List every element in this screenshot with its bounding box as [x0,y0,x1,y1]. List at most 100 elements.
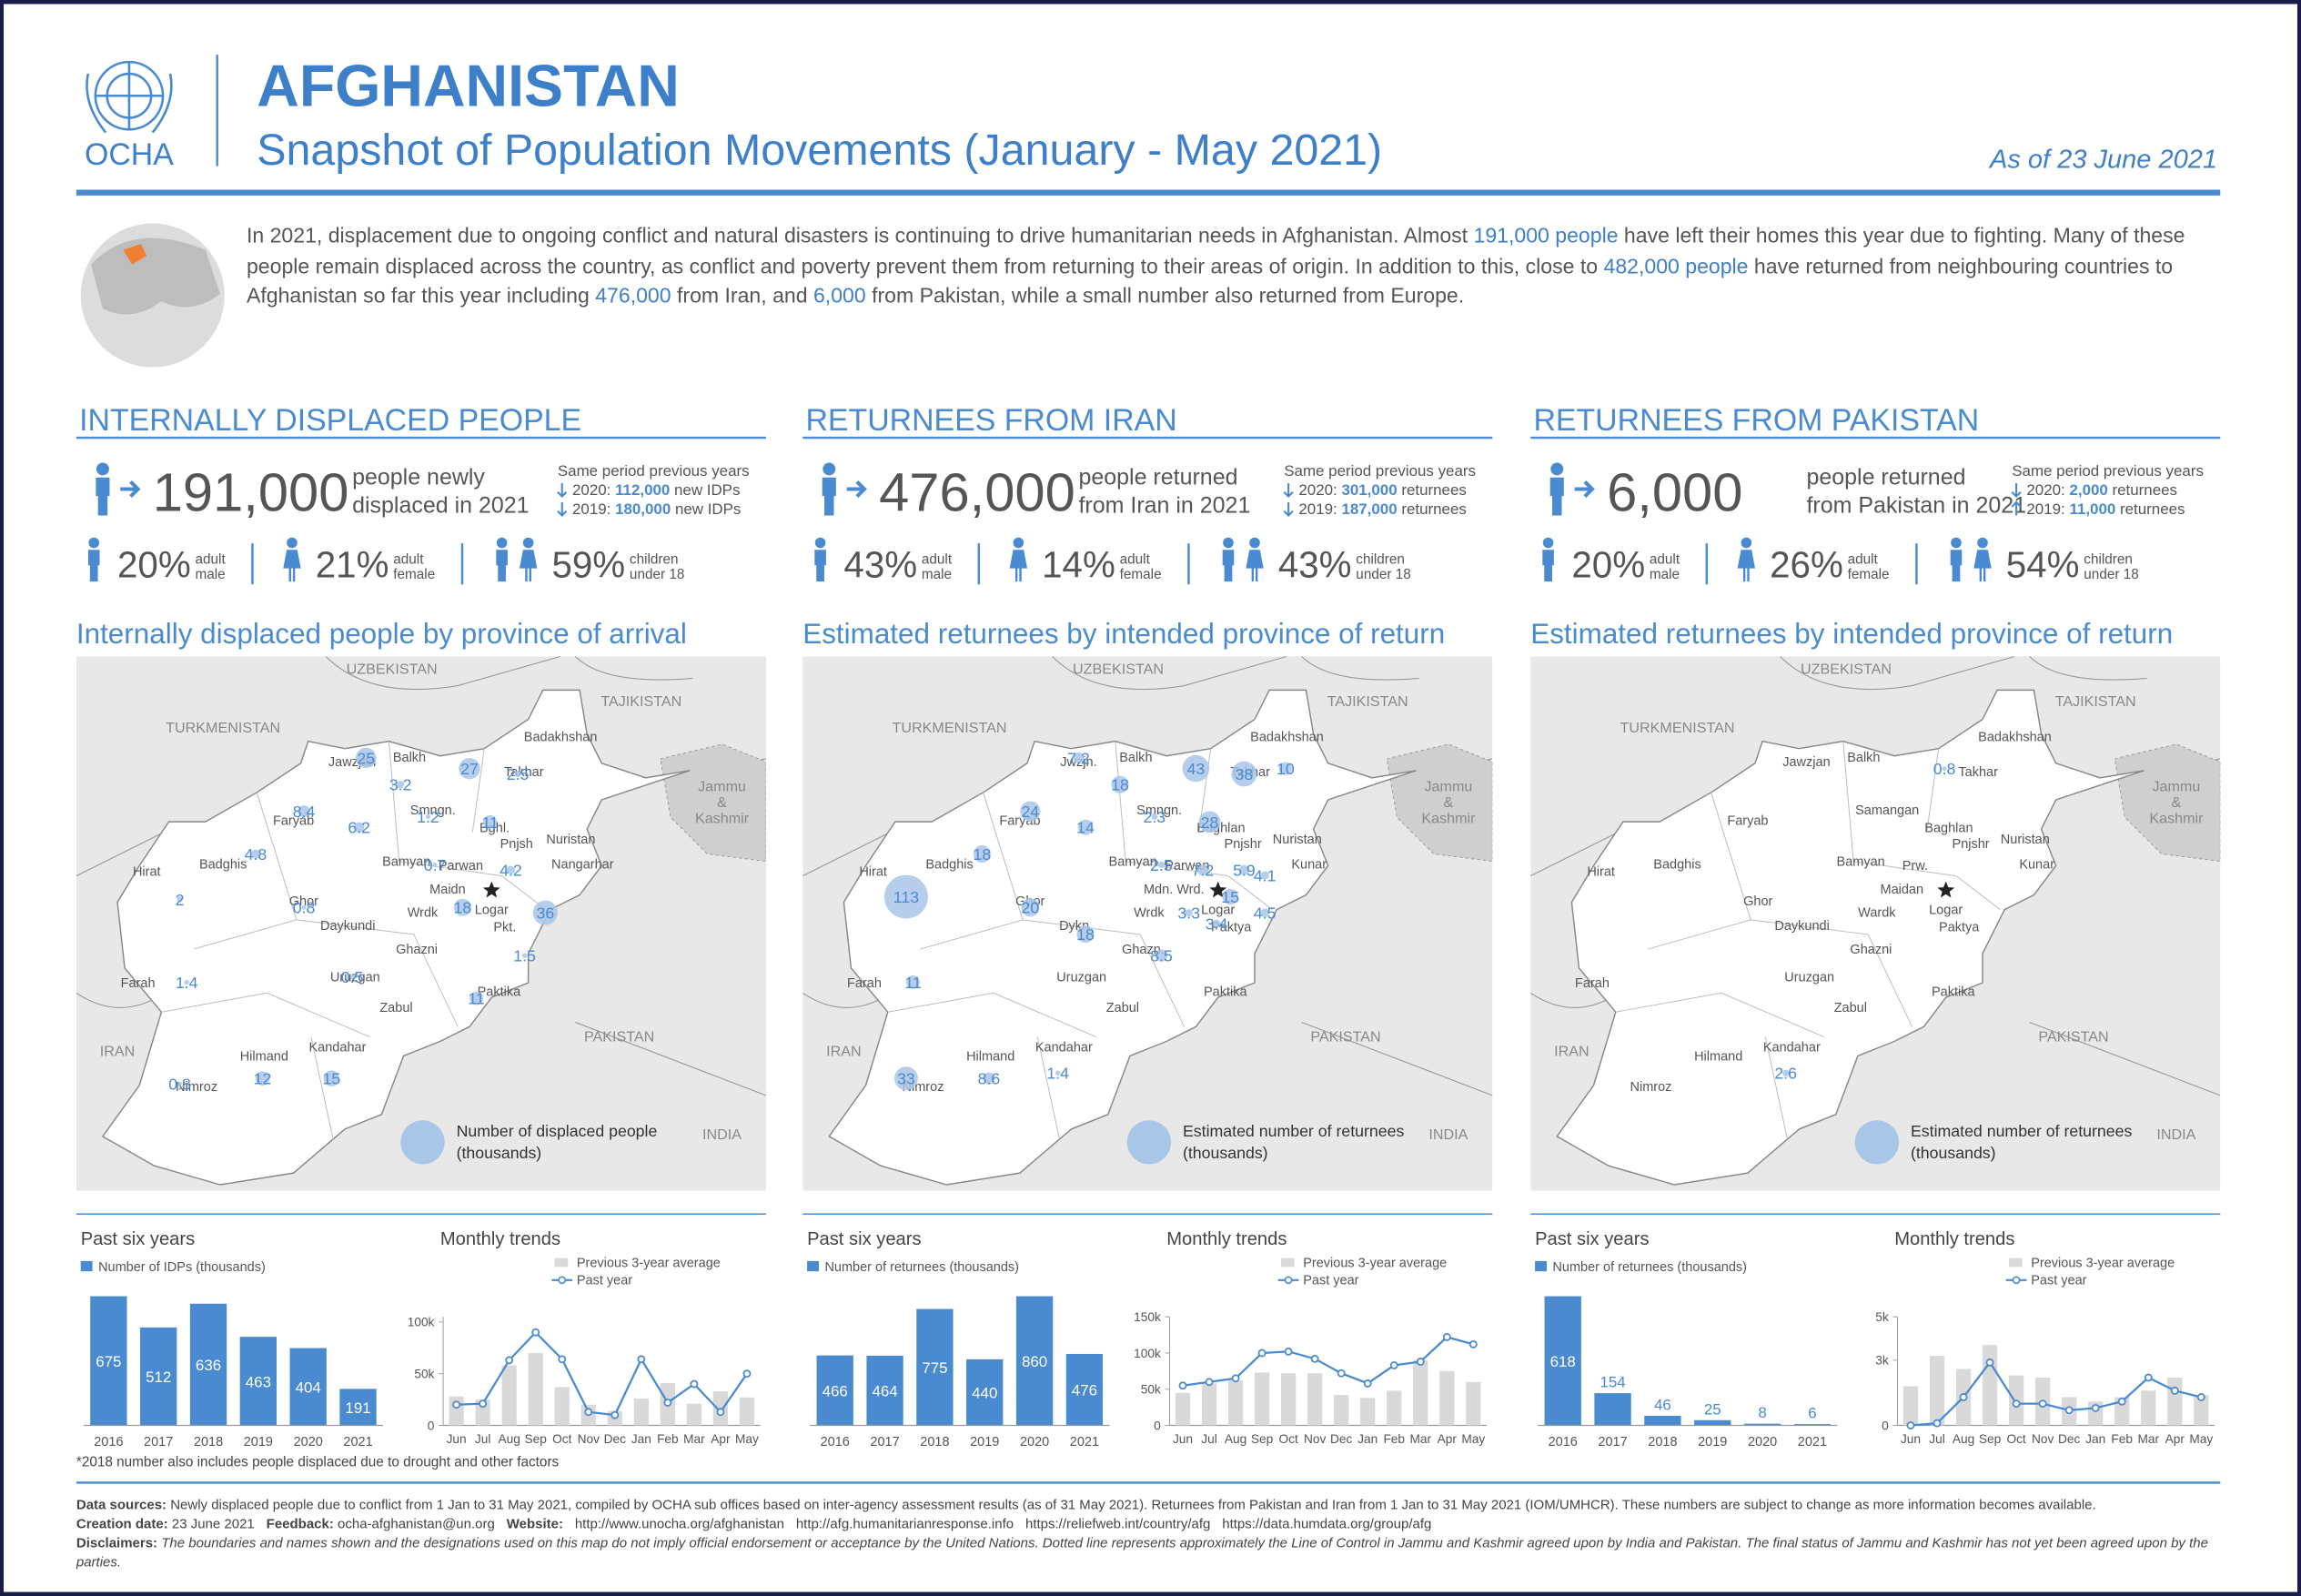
bubble [426,814,430,819]
previous-item: 2020: 2,000 returnees [2026,481,2177,499]
x-tick-label: Jan [1357,1432,1378,1446]
bar [339,1389,377,1426]
percent: 54% [2006,543,2080,585]
bar [1644,1415,1681,1426]
x-tick-label: May [2189,1432,2213,1446]
unit: returnees [2108,481,2177,499]
marker [584,1408,593,1417]
bubble [298,805,310,818]
bar [1982,1345,1998,1426]
icon-body [1542,550,1554,582]
value: 11,000 [2069,500,2115,518]
border [76,656,766,1096]
icon-head [287,537,298,549]
legend-swatch [1535,1260,1547,1272]
x-tick-label: Jul [1201,1432,1217,1446]
bubble-label: 25 [357,749,375,767]
marker [1389,1361,1398,1369]
x-tick-label: Oct [1278,1432,1297,1446]
marker [479,1399,488,1409]
bubble-label: 2.3 [1144,808,1166,826]
year: 2019: [2026,500,2069,518]
province-label: Badghis [1653,858,1701,873]
province-label: Hilmand [1694,1049,1742,1064]
legend-text: Past year [577,1274,632,1288]
bubble [397,781,405,789]
un-logo [86,60,173,134]
country-label: Jammu [698,778,746,794]
province-label: Nimroz [176,1080,217,1095]
percent-label: under 18 [1356,567,1410,582]
bar [1387,1390,1402,1426]
province-label: Bamyan [1837,854,1885,869]
highlight: 482,000 people [1603,255,1749,279]
map: UZBEKISTAN TAJIKISTAN TURKMENISTAN IRAN PAKI… [1530,656,2221,1191]
bubble [1185,909,1193,917]
icon-body [1950,550,1963,582]
province-label: Logar [475,903,509,917]
unit: new IDPs [670,481,740,499]
marker [1416,1358,1425,1366]
link[interactable]: http://afg.humanitarianresponse.info [795,1516,1014,1531]
afghanistan [101,689,691,1186]
province-label: Paktya [1211,921,1252,935]
icon-head [1013,537,1024,549]
y-tick-label: 50k [414,1368,434,1381]
bubble-label: 3.3 [1177,904,1200,923]
province-label: Nimroz [1630,1080,1672,1095]
link[interactable]: https://reliefweb.int/country/afg [1024,1516,1211,1531]
province-label: Hirat [133,865,161,880]
footer: Data sources: Newly displaced people due… [76,1496,2222,1572]
bar-label: 46 [1654,1396,1671,1413]
total: 6,000 [1607,462,1742,523]
icon-head [1223,537,1234,549]
panel-heading: RETURNEES FROM IRAN [805,403,1176,438]
border [1530,656,2221,1096]
bubble-label: 113 [893,888,919,906]
province-label: Pnjshr [1225,837,1262,852]
province-label: Nuristan [2001,833,2050,847]
bubble [532,900,558,925]
x-tick-label: Oct [2006,1432,2025,1446]
icon-body [1973,550,1992,582]
province-label: Faryab [1727,813,1768,828]
legend-swatch [554,1258,569,1268]
province-label: Paktika [1204,985,1248,1000]
bubble-label: 20 [1022,899,1040,917]
bubble-label: 10 [1277,760,1295,778]
country-label: Kashmir [695,811,750,827]
bubble-label: 0.8 [168,1075,191,1093]
province-label: Logar [1929,903,1963,917]
icon-head [814,537,826,549]
legend-marker [2012,1276,2021,1285]
marker [2170,1386,2179,1395]
kabul-star [1207,879,1229,900]
bar [1594,1393,1631,1426]
bubble-label: 6.2 [348,819,370,837]
chart-title: Past six years [807,1229,921,1249]
kabul-star [480,879,502,900]
percent: 14% [1042,543,1115,585]
bubble [1278,762,1293,775]
x-tick-label: Jul [475,1432,491,1446]
disclaimer: Disclaimers: The boundaries and names sh… [76,1534,2222,1572]
bubble-label: 2.5 [507,765,530,783]
link[interactable]: https://data.humdata.org/group/afg [1222,1516,1432,1531]
country-label: & [717,794,727,811]
link[interactable]: http://www.unocha.org/afghanistan [574,1516,784,1531]
panel: INTERNALLY DISPLACED PEOPLE 191,000 people… [76,403,766,1470]
bubble [1151,813,1158,820]
province-label: Ghazni [1850,943,1892,957]
x-tick-label: Jan [631,1432,651,1446]
province-label: Paktika [478,985,522,1000]
provinces-lines [161,741,547,1140]
total-label: people returned [1078,465,1237,490]
bubble [432,862,438,867]
marker [2117,1397,2126,1406]
icon-body [1549,477,1564,516]
legend-text: (thousands) [457,1144,542,1162]
icon-body [1009,550,1028,582]
y-tick-label: 150k [1134,1310,1161,1324]
bar [866,1355,903,1426]
bubble-label: 11 [468,990,484,1008]
